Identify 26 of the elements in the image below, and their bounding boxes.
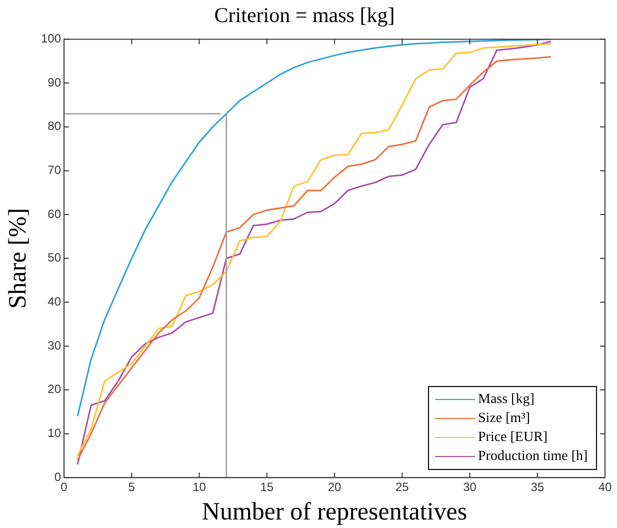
y-tick-label: 30: [48, 338, 62, 352]
y-tick-label: 80: [48, 119, 62, 134]
y-tick-label: 60: [48, 206, 62, 221]
y-tick-label: 50: [48, 250, 62, 265]
legend-label: Size [m³]: [478, 410, 530, 428]
x-tick-label: 25: [395, 480, 410, 494]
legend-label: Price [EUR]: [478, 428, 548, 447]
x-tick-label: 35: [530, 480, 544, 494]
y-tick-label: 20: [48, 382, 62, 396]
legend-label: Production time [h]: [478, 448, 588, 466]
legend-label: Mass [kg]: [478, 390, 534, 409]
x-tick-label: 5: [128, 480, 136, 494]
y-axis-title: Share [%]: [4, 208, 32, 309]
y-tick-label: 70: [48, 163, 62, 178]
y-tick-label: 10: [48, 426, 62, 440]
y-tick-label: 0: [54, 470, 62, 484]
x-tick-label: 10: [192, 480, 206, 494]
y-tick-label: 100: [40, 32, 62, 46]
x-tick-label: 20: [328, 480, 342, 494]
x-tick-label: 15: [260, 480, 274, 494]
x-axis-title: Number of representatives: [202, 498, 468, 526]
x-tick-label: 30: [463, 480, 477, 494]
chart-title: Criterion = mass [kg]: [214, 3, 395, 28]
y-tick-label: 90: [48, 75, 62, 90]
y-tick-label: 40: [48, 294, 62, 309]
x-tick-label: 40: [598, 480, 612, 494]
